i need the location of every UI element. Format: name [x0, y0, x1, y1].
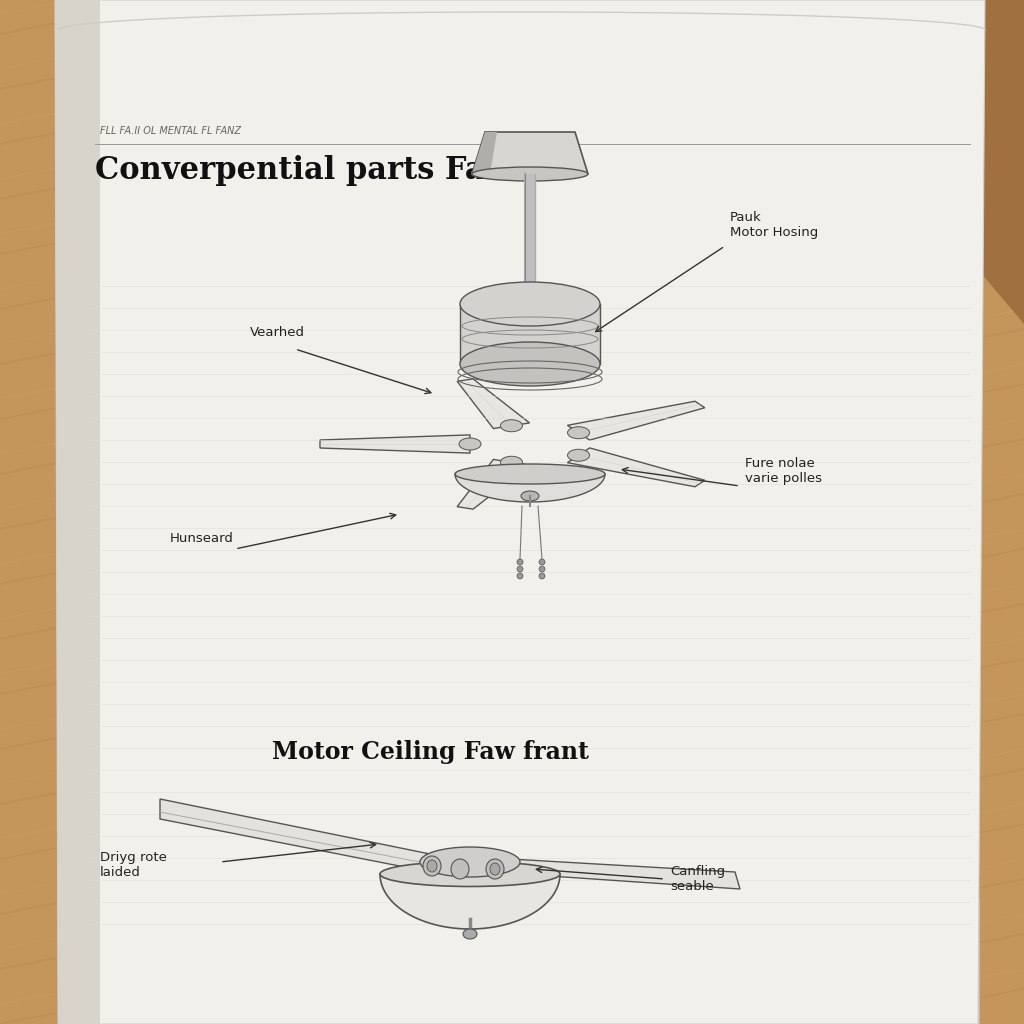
Ellipse shape	[460, 342, 600, 386]
Polygon shape	[472, 132, 588, 174]
Text: Motor Ceiling Faw frant: Motor Ceiling Faw frant	[271, 740, 589, 764]
Text: Vearhed: Vearhed	[250, 326, 305, 339]
Text: Converpential parts Facs: Converpential parts Facs	[95, 155, 520, 186]
Polygon shape	[66, 889, 977, 1024]
Ellipse shape	[521, 490, 539, 501]
Text: Hunseard: Hunseard	[170, 532, 233, 545]
Circle shape	[517, 559, 523, 565]
Polygon shape	[567, 401, 705, 440]
Polygon shape	[55, 0, 985, 1024]
Ellipse shape	[460, 282, 600, 326]
Polygon shape	[457, 460, 529, 509]
Ellipse shape	[459, 438, 481, 450]
Text: Fure nolae
varie polles: Fure nolae varie polles	[745, 457, 822, 485]
Text: Pauk
Motor Hosing: Pauk Motor Hosing	[730, 211, 818, 239]
Text: Canfling
seable: Canfling seable	[670, 865, 725, 893]
Polygon shape	[319, 435, 470, 453]
Ellipse shape	[423, 856, 441, 876]
Polygon shape	[455, 474, 605, 502]
Polygon shape	[500, 0, 1024, 324]
Text: Driyg rote
laided: Driyg rote laided	[100, 851, 167, 879]
Polygon shape	[63, 894, 978, 1024]
Ellipse shape	[451, 859, 469, 879]
Circle shape	[539, 566, 545, 572]
Polygon shape	[380, 874, 560, 929]
Circle shape	[539, 559, 545, 565]
Ellipse shape	[501, 420, 522, 432]
Circle shape	[517, 573, 523, 579]
Ellipse shape	[455, 464, 605, 484]
Polygon shape	[567, 447, 705, 486]
Ellipse shape	[567, 427, 590, 438]
Ellipse shape	[501, 457, 522, 468]
Ellipse shape	[420, 847, 520, 877]
Polygon shape	[457, 379, 529, 429]
Polygon shape	[160, 799, 430, 872]
Text: FLL FA.II OL MENTAL FL FANZ: FLL FA.II OL MENTAL FL FANZ	[100, 126, 241, 136]
Circle shape	[517, 566, 523, 572]
Ellipse shape	[490, 863, 500, 874]
Ellipse shape	[486, 859, 504, 879]
Polygon shape	[510, 859, 740, 889]
Circle shape	[539, 573, 545, 579]
Polygon shape	[68, 884, 976, 1024]
Polygon shape	[55, 0, 100, 1024]
Ellipse shape	[380, 861, 560, 887]
Bar	[460, 304, 600, 364]
Ellipse shape	[567, 450, 590, 461]
Polygon shape	[62, 899, 979, 1024]
Bar	[525, 174, 535, 304]
Ellipse shape	[427, 860, 437, 872]
Polygon shape	[472, 132, 497, 174]
Ellipse shape	[463, 929, 477, 939]
Ellipse shape	[472, 167, 588, 181]
